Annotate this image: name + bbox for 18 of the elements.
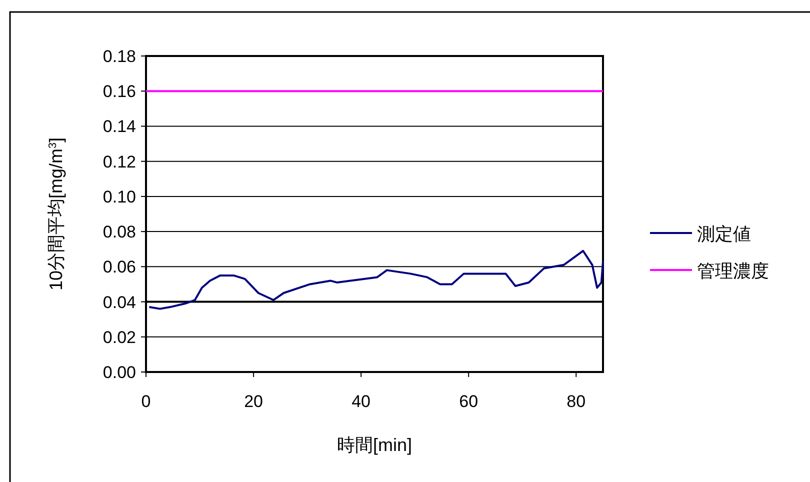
y-tick-label: 0.04 bbox=[102, 292, 136, 312]
y-tick-label: 0.18 bbox=[102, 47, 136, 66]
y-tick-label: 0.02 bbox=[102, 328, 136, 347]
y-tick-label: 0.14 bbox=[102, 117, 136, 136]
x-tick-label: 80 bbox=[566, 392, 586, 411]
x-tick-label: 0 bbox=[141, 392, 151, 411]
y-tick-label: 0.08 bbox=[102, 222, 136, 242]
y-tick-label: 0.00 bbox=[102, 363, 136, 382]
y-tick-label: 0.12 bbox=[102, 152, 136, 172]
y-tick-label: 0.16 bbox=[102, 82, 136, 102]
x-tick-label: 60 bbox=[459, 392, 478, 411]
y-tick-label: 0.10 bbox=[102, 187, 136, 206]
x-axis-title: 時間[min] bbox=[336, 435, 412, 455]
legend-label: 管理濃度 bbox=[697, 261, 769, 281]
legend-label: 測定値 bbox=[697, 224, 751, 244]
y-tick-label: 0.06 bbox=[102, 258, 136, 277]
x-tick-label: 20 bbox=[244, 392, 263, 411]
x-tick-label: 40 bbox=[352, 392, 371, 411]
